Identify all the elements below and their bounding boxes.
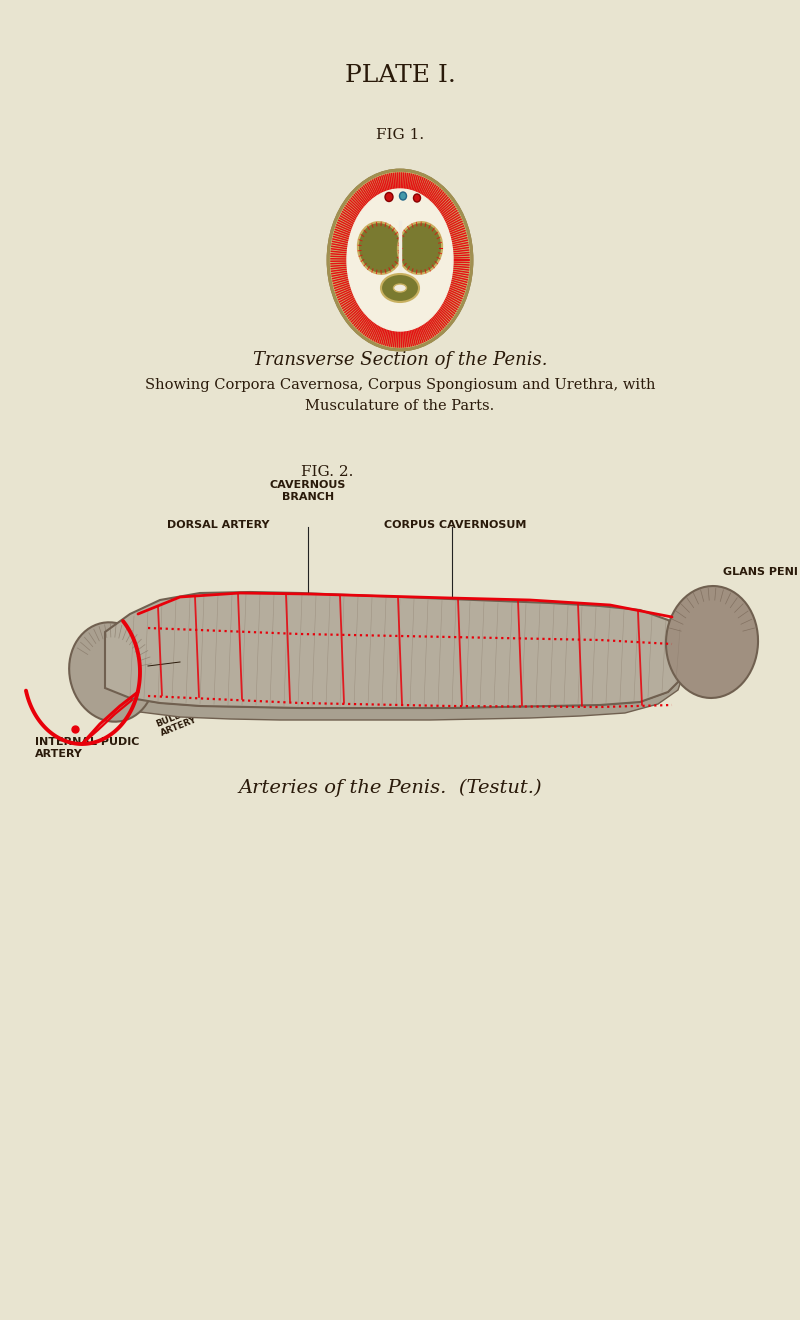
Text: DORSAL ARTERY: DORSAL ARTERY [166, 520, 270, 531]
Ellipse shape [69, 622, 155, 722]
Text: PLATE I.: PLATE I. [345, 63, 455, 87]
Text: BULBO-URETHRAL
ARTERY: BULBO-URETHRAL ARTERY [155, 685, 248, 738]
Ellipse shape [414, 194, 421, 202]
Text: Transverse Section of the Penis.: Transverse Section of the Penis. [253, 351, 547, 370]
Text: FIG 1.: FIG 1. [376, 128, 424, 143]
Ellipse shape [666, 586, 758, 698]
Ellipse shape [394, 284, 406, 292]
Ellipse shape [385, 193, 393, 202]
Ellipse shape [398, 222, 442, 273]
Text: Showing Corpora Cavernosa, Corpus Spongiosum and Urethra, with: Showing Corpora Cavernosa, Corpus Spongi… [145, 378, 655, 392]
Text: GLANS PENI: GLANS PENI [723, 568, 798, 577]
Ellipse shape [347, 189, 453, 331]
Text: Musculature of the Parts.: Musculature of the Parts. [306, 399, 494, 413]
Ellipse shape [328, 170, 472, 350]
Ellipse shape [399, 191, 406, 201]
Text: CORPUS SPONGIOSUM: CORPUS SPONGIOSUM [402, 647, 542, 657]
Polygon shape [105, 591, 682, 708]
Text: BULBOUS
BRANCH: BULBOUS BRANCH [192, 673, 244, 694]
Text: CORPUS CAVERNOSUM: CORPUS CAVERNOSUM [384, 520, 526, 531]
Polygon shape [105, 678, 682, 719]
Text: FIG. 2.: FIG. 2. [301, 465, 353, 479]
Text: CAVERNOUS
BRANCH: CAVERNOUS BRANCH [270, 480, 346, 502]
Text: INTERNAL PUDIC
ARTERY: INTERNAL PUDIC ARTERY [35, 737, 139, 759]
Ellipse shape [381, 275, 419, 302]
Text: Arteries of the Penis.  (Testut.): Arteries of the Penis. (Testut.) [238, 779, 542, 797]
Text: BULB: BULB [182, 657, 214, 667]
Text: ANTERIOR
BRANCH: ANTERIOR BRANCH [266, 642, 330, 663]
Ellipse shape [358, 222, 402, 273]
